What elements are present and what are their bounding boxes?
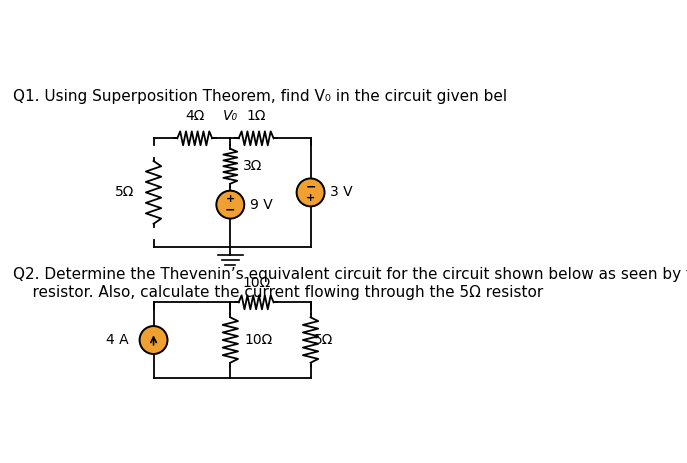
Text: 9 V: 9 V xyxy=(250,198,273,212)
Text: +: + xyxy=(226,194,235,204)
Text: 10Ω: 10Ω xyxy=(242,276,270,290)
Circle shape xyxy=(216,191,245,219)
Text: resistor. Also, calculate the current flowing through the 5Ω resistor: resistor. Also, calculate the current fl… xyxy=(12,285,543,300)
Text: V₀: V₀ xyxy=(223,109,238,123)
Text: 3Ω: 3Ω xyxy=(243,159,262,173)
Text: +: + xyxy=(306,193,315,203)
Circle shape xyxy=(139,326,168,354)
Text: 10Ω: 10Ω xyxy=(245,333,273,347)
Text: 4Ω: 4Ω xyxy=(185,109,205,123)
Text: 5Ω: 5Ω xyxy=(314,333,333,347)
Text: 3 V: 3 V xyxy=(330,185,352,200)
Text: Q2. Determine the Thevenin’s equivalent circuit for the circuit shown below as s: Q2. Determine the Thevenin’s equivalent … xyxy=(12,268,687,282)
Text: 1Ω: 1Ω xyxy=(247,109,266,123)
Circle shape xyxy=(297,178,324,206)
Text: −: − xyxy=(305,180,316,193)
Text: 5Ω: 5Ω xyxy=(115,185,134,200)
Text: Q1. Using Superposition Theorem, find V₀ in the circuit given bel: Q1. Using Superposition Theorem, find V₀… xyxy=(12,89,507,105)
Text: −: − xyxy=(225,204,236,217)
Text: 4 A: 4 A xyxy=(106,333,129,347)
